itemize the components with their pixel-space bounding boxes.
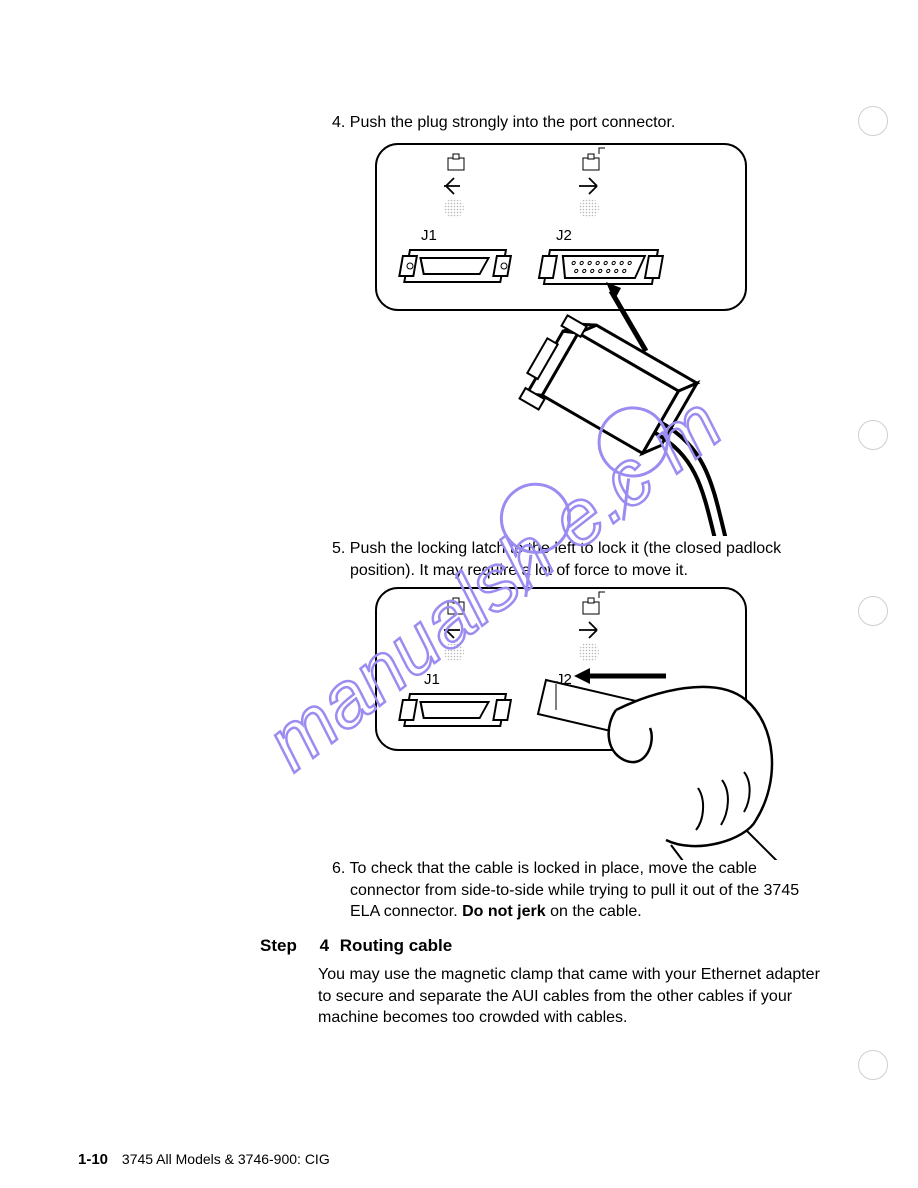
step-label: Step	[260, 936, 297, 955]
binder-ring-icon	[858, 596, 888, 626]
list-text: ELA connector. Do not jerk on the cable.	[350, 903, 642, 920]
binder-ring-icon	[858, 420, 888, 450]
step-title: Routing cable	[340, 936, 452, 955]
list-item-5: 5. Push the locking latch to the left to…	[332, 538, 852, 581]
list-number: 6.	[332, 858, 345, 880]
list-item-6: 6. To check that the cable is locked in …	[332, 858, 852, 923]
list-text: Push the plug strongly into the port con…	[350, 114, 676, 131]
figure-lock-latch: J1 J2	[356, 580, 796, 860]
list-text: Push the locking latch to the left to lo…	[350, 540, 781, 557]
label-j1: J1	[421, 227, 437, 244]
list-text: To check that the cable is locked in pla…	[350, 860, 757, 877]
list-text: position). It may require a lot of force…	[350, 562, 688, 579]
binder-ring-icon	[858, 1050, 888, 1080]
list-item-4: 4. Push the plug strongly into the port …	[332, 112, 675, 134]
list-number: 4.	[332, 112, 345, 134]
body-line: You may use the magnetic clamp that came…	[318, 966, 820, 983]
step-number: 4	[320, 936, 329, 955]
page-number: 1-10	[78, 1151, 108, 1168]
binder-ring-icon	[858, 106, 888, 136]
page: 4. Push the plug strongly into the port …	[0, 0, 918, 1188]
page-footer: 1-10 3745 All Models & 3746-900: CIG	[78, 1151, 330, 1168]
figure-push-plug: J1 J2	[356, 136, 776, 536]
body-line: machine becomes too crowded with cables.	[318, 1009, 628, 1026]
label-j1: J1	[424, 671, 440, 688]
footer-title: 3745 All Models & 3746-900: CIG	[122, 1151, 330, 1167]
body-line: to secure and separate the AUI cables fr…	[318, 988, 792, 1005]
step-heading: Step 4 Routing cable	[260, 936, 452, 956]
step-body: You may use the magnetic clamp that came…	[318, 964, 858, 1029]
label-j2: J2	[556, 227, 572, 244]
list-text: connector from side-to-side while trying…	[350, 882, 799, 899]
list-number: 5.	[332, 538, 345, 560]
